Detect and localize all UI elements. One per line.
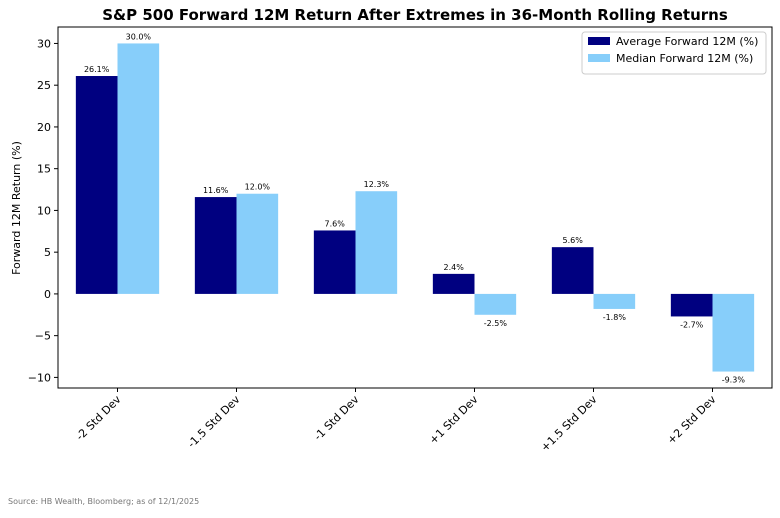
y-tick-label: −10 — [28, 371, 51, 384]
y-tick-label: 15 — [37, 163, 51, 176]
bar — [194, 197, 237, 294]
x-tick-label: +2 Std Dev — [665, 393, 719, 447]
x-tick-label: -1 Std Dev — [311, 393, 362, 444]
plot-frame — [57, 26, 773, 389]
value-label: 26.1% — [84, 65, 110, 74]
value-label: 30.0% — [126, 32, 152, 41]
bar — [236, 193, 279, 294]
x-tick-label: +1 Std Dev — [427, 393, 481, 447]
y-axis-label: Forward 12M Return (%) — [10, 141, 23, 275]
bar — [117, 43, 160, 294]
x-tick-label: -1.5 Std Dev — [185, 393, 243, 451]
y-tick-label: −5 — [35, 330, 51, 343]
bar — [712, 293, 755, 372]
bar — [593, 293, 636, 309]
x-tick-label: +1.5 Std Dev — [538, 393, 600, 455]
y-tick-label: 0 — [44, 288, 51, 301]
source-note: Source: HB Wealth, Bloomberg; as of 12/1… — [8, 497, 199, 506]
bar — [355, 191, 398, 294]
value-label: 5.6% — [563, 236, 584, 245]
bar — [313, 230, 356, 294]
bar — [670, 293, 713, 317]
value-label: 7.6% — [325, 219, 346, 228]
bar — [551, 247, 594, 294]
value-label: -2.5% — [484, 319, 508, 328]
bar — [474, 293, 517, 315]
y-tick-label: 30 — [37, 37, 51, 50]
value-label: -2.7% — [680, 320, 704, 329]
value-label: 2.4% — [444, 263, 465, 272]
bar — [432, 273, 475, 294]
legend-label: Median Forward 12M (%) — [616, 52, 753, 65]
legend-box — [581, 31, 767, 75]
y-tick-label: 25 — [37, 79, 51, 92]
x-tick-label: -2 Std Dev — [73, 393, 124, 444]
value-label: 12.3% — [364, 180, 390, 189]
legend-label: Average Forward 12M (%) — [616, 35, 758, 48]
value-label: -1.8% — [603, 313, 627, 322]
value-label: 12.0% — [245, 183, 271, 192]
y-tick-label: 10 — [37, 204, 51, 217]
y-tick-label: 20 — [37, 121, 51, 134]
chart-title: S&P 500 Forward 12M Return After Extreme… — [102, 6, 728, 24]
value-label: -9.3% — [722, 376, 746, 385]
y-tick-label: 5 — [44, 246, 51, 259]
bar — [75, 76, 118, 294]
legend-swatch — [588, 54, 610, 62]
value-label: 11.6% — [203, 186, 229, 195]
legend-swatch — [588, 37, 610, 45]
